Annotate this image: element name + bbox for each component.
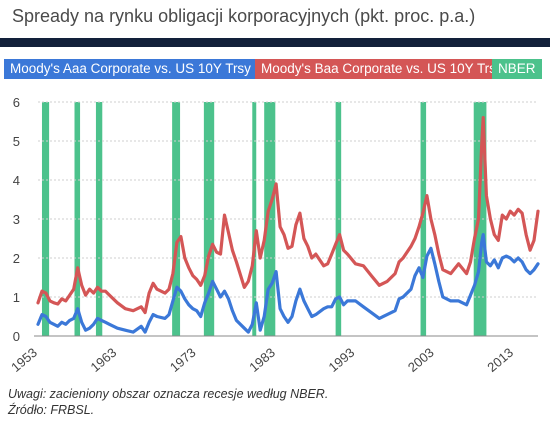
x-tick-1983: 1983	[246, 345, 278, 375]
header-rule	[0, 38, 550, 47]
series-lines	[36, 116, 540, 334]
x-tick-2003: 2003	[405, 345, 437, 375]
x-tick-1963: 1963	[87, 345, 119, 375]
y-tick-labels: 0 1 2 3 4 5 6	[13, 95, 20, 344]
chart-area: 0 1 2 3 4 5 6 1953 1963 1973 1983 1993 2003 2013	[8, 95, 540, 375]
x-tick-1953: 1953	[8, 345, 40, 375]
y-tick-6: 6	[13, 95, 20, 110]
legend-nber: NBER	[492, 59, 542, 79]
note-recessions: Uwagi: zacieniony obszar oznacza recesje…	[8, 387, 329, 401]
footnotes: Uwagi: zacieniony obszar oznacza recesje…	[8, 386, 328, 418]
y-tick-5: 5	[13, 134, 20, 149]
x-tick-1993: 1993	[326, 345, 358, 375]
y-tick-0: 0	[13, 329, 20, 344]
series-line-aaa	[36, 233, 540, 334]
chart-title: Spready na rynku obligacji korporacyjnyc…	[12, 6, 476, 26]
recession-band-4	[203, 102, 215, 336]
recession-band-6	[264, 102, 276, 336]
recession-band-1	[74, 102, 81, 336]
y-tick-4: 4	[13, 173, 20, 188]
x-tick-labels: 1953 1963 1973 1983 1993 2003 2013	[8, 345, 516, 375]
gridlines	[34, 101, 538, 337]
y-tick-2: 2	[13, 251, 20, 266]
y-tick-1: 1	[13, 290, 20, 305]
x-tick-1973: 1973	[167, 345, 199, 375]
y-tick-3: 3	[13, 212, 20, 227]
recession-band-3	[172, 102, 181, 336]
note-source: Źródło: FRBSL.	[8, 403, 95, 417]
x-tick-2013: 2013	[484, 345, 516, 375]
series-line-baa	[36, 116, 540, 315]
legend-baa: Moody's Baa Corporate vs. US 10Y Trsy	[255, 59, 509, 79]
recession-band-0	[41, 102, 50, 336]
legend-aaa: Moody's Aaa Corporate vs. US 10Y Trsy	[4, 59, 257, 79]
